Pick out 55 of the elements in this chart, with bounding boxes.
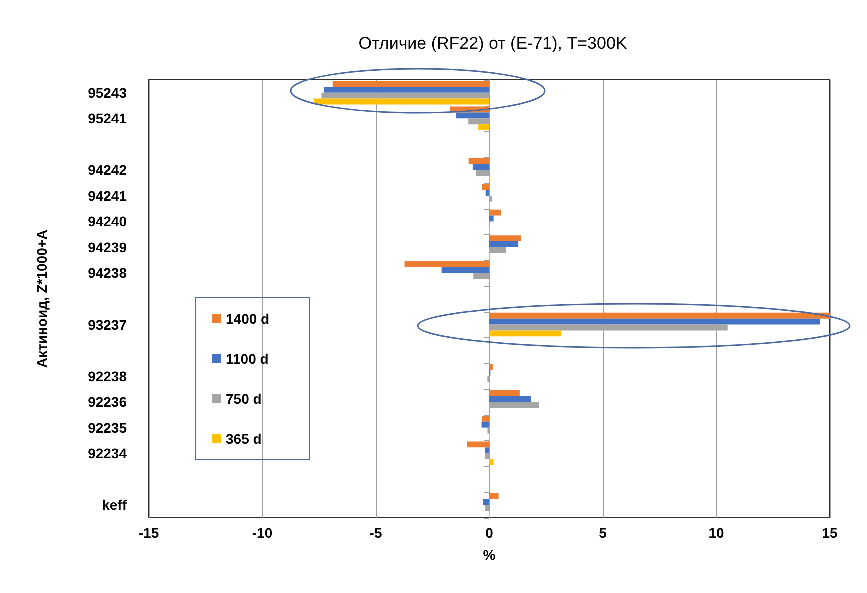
y-tick-label: 94242: [88, 162, 128, 178]
bar: [324, 86, 490, 93]
x-tick-label: -10: [252, 525, 273, 541]
bar: [467, 442, 490, 448]
x-tick-label: 0: [486, 525, 494, 541]
legend-label: 1100 d: [226, 351, 269, 367]
y-tick-label: 94239: [88, 239, 128, 256]
bar: [332, 81, 490, 87]
bar: [490, 210, 502, 216]
bar: [482, 422, 490, 428]
bar: [404, 261, 490, 268]
bar: [442, 267, 490, 274]
y-tick-label: 95243: [88, 84, 128, 101]
bar: [490, 364, 493, 370]
y-tick-label: 94240: [88, 214, 128, 230]
bar: [485, 448, 490, 454]
bar: [490, 493, 499, 500]
bar: [490, 330, 562, 337]
bar: [314, 98, 490, 105]
y-tick-label: 95241: [88, 110, 128, 127]
chart-title: Отличие (RF22) от (E-71), T=300K: [358, 34, 628, 53]
y-tick-label: 93237: [88, 316, 128, 333]
bar: [490, 216, 494, 222]
y-tick-label: 92235: [88, 420, 128, 436]
y-tick-label: 92236: [88, 394, 128, 410]
bar: [478, 124, 490, 130]
bar: [456, 112, 490, 119]
bar: [486, 190, 490, 196]
y-tick-label: 92238: [88, 368, 128, 384]
legend-label: 1400 d: [226, 311, 270, 327]
y-tick-label: 94238: [88, 265, 128, 282]
bar: [490, 396, 532, 402]
x-tick-label: -15: [138, 525, 160, 541]
y-tick-label: 92234: [88, 446, 128, 462]
bar: [490, 312, 830, 319]
bar: [483, 499, 490, 506]
x-axis-title: %: [483, 547, 496, 563]
bar: [482, 416, 490, 422]
x-tick-label: 15: [822, 525, 838, 541]
bar: [490, 460, 494, 466]
y-tick-label: keff: [102, 497, 128, 514]
legend-label: 750 d: [226, 391, 262, 407]
legend-label: 365 d: [226, 431, 262, 447]
bar: [490, 242, 519, 248]
y-tick-label: 94241: [88, 188, 128, 204]
bar: [468, 158, 490, 164]
bar: [490, 318, 820, 325]
x-tick-label: 10: [708, 525, 724, 541]
x-tick-label: 5: [599, 525, 608, 541]
bar: [472, 164, 490, 170]
bar: [482, 184, 490, 190]
y-axis-title: Актиноид, Z*1000+A: [34, 230, 50, 368]
bar: [490, 390, 520, 396]
bar: [490, 236, 522, 242]
x-tick-label: -5: [370, 525, 382, 541]
